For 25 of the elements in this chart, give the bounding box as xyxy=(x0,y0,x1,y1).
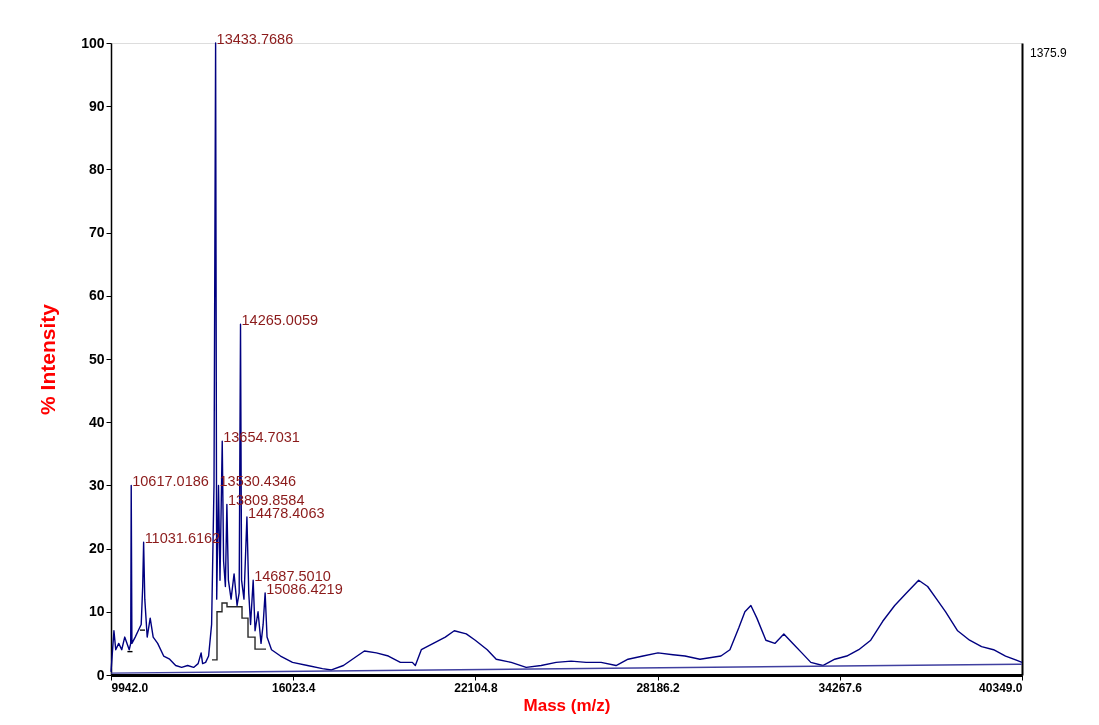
text: 1375.9 xyxy=(1030,46,1068,60)
annotation: 10617.0186 xyxy=(132,473,209,490)
y-tick-label: 30 xyxy=(88,476,105,493)
y-tick-label: 10 xyxy=(88,603,105,620)
annotation: 14478.4063 xyxy=(247,505,325,521)
y-axis-title: % Intensity xyxy=(36,303,60,415)
annotation: 14265.0059 xyxy=(241,312,319,329)
y-tick-label: 60 xyxy=(88,287,105,304)
y-tick-label: 40 xyxy=(88,413,105,430)
y-tick-label: 20 xyxy=(88,540,105,557)
x-tick-label: 40349.0 xyxy=(979,680,1023,695)
x-axis-title: Mass (m/z) xyxy=(523,695,611,715)
x-tick-label: 16023.4 xyxy=(272,680,316,695)
x-tick-label: 34267.6 xyxy=(818,680,863,695)
line-series xyxy=(110,42,1023,673)
y-tick-label: 80 xyxy=(88,160,105,177)
x-tick-label: 9942.0 xyxy=(111,680,149,695)
annotation: 13433.7686 xyxy=(216,31,294,47)
x-tick-label: 28186.2 xyxy=(636,680,681,695)
y-tick-label: 90 xyxy=(88,97,105,114)
x-tick-label: 22104.8 xyxy=(454,680,498,695)
y-tick-label: 0 xyxy=(96,666,105,683)
y-tick-label: 100 xyxy=(81,34,105,51)
y-tick-label: 70 xyxy=(88,224,105,241)
y-tick-label: 50 xyxy=(88,350,105,367)
